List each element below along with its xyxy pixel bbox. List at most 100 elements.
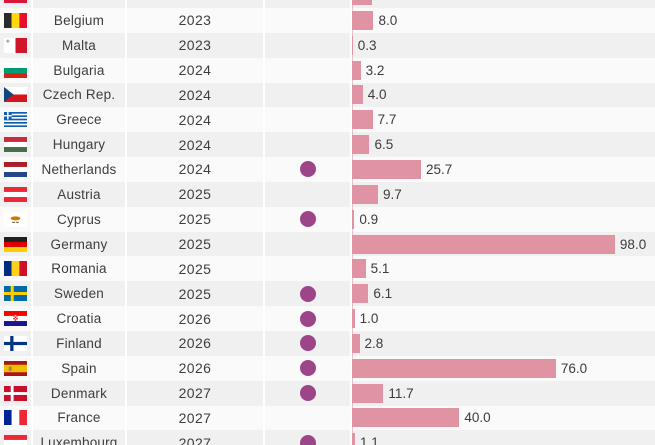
year-label: 2023 bbox=[127, 8, 263, 33]
value-bar bbox=[352, 284, 369, 304]
country-label: Czech Rep. bbox=[33, 82, 125, 108]
value-bar bbox=[352, 110, 373, 130]
milestone-dot-icon bbox=[299, 310, 316, 327]
country-label: Netherlands bbox=[33, 157, 125, 182]
bar-cell: 11.7 bbox=[352, 380, 655, 406]
value-bar bbox=[352, 309, 355, 329]
table-row: Croatia 2026 1.0 bbox=[0, 306, 655, 331]
value-label: 0.9 bbox=[359, 211, 379, 227]
value-label: 3.2 bbox=[365, 62, 385, 78]
value-bar bbox=[352, 135, 370, 155]
table-row: Greece 2024 7.7 bbox=[0, 107, 655, 133]
flag-cell bbox=[0, 206, 31, 232]
value-label: 7.7 bbox=[377, 112, 397, 128]
country-label: Romania bbox=[33, 256, 125, 282]
country-label: Malta bbox=[33, 32, 125, 58]
year-label: 2025 bbox=[127, 206, 263, 232]
milestone-dot-cell bbox=[265, 0, 350, 8]
year-label: 2023 bbox=[127, 32, 263, 58]
milestone-dot-icon bbox=[299, 385, 316, 402]
flag-cell bbox=[0, 355, 31, 381]
milestone-dot-cell bbox=[265, 256, 350, 282]
value-label: 1.0 bbox=[359, 311, 379, 327]
table-row: Bulgaria 2024 3.2 bbox=[0, 57, 655, 83]
year-label: 2025 bbox=[127, 256, 263, 282]
milestone-dot-icon bbox=[299, 360, 316, 377]
flag-sweden-icon bbox=[4, 286, 27, 302]
milestone-dot-cell bbox=[265, 206, 350, 232]
value-label: 5.1 bbox=[370, 261, 390, 277]
year-label: 2024 bbox=[127, 107, 263, 133]
flag-netherlands-icon bbox=[4, 161, 27, 177]
value-label: 8.0 bbox=[378, 12, 398, 28]
bar-cell: 2.8 bbox=[352, 330, 655, 356]
bar-cell: 8.0 bbox=[352, 8, 655, 33]
flag-cell bbox=[0, 82, 31, 108]
bar-cell: 3.2 bbox=[352, 57, 655, 83]
bar-cell: 1.1 bbox=[352, 430, 655, 445]
year-label: 2024 bbox=[127, 132, 263, 158]
bar-cell: 0.9 bbox=[352, 206, 655, 232]
milestone-dot-icon bbox=[299, 211, 316, 228]
flag-france-icon bbox=[4, 410, 27, 426]
value-label: 76.0 bbox=[560, 360, 588, 376]
flag-malta-icon bbox=[4, 37, 27, 53]
milestone-dot-cell bbox=[265, 32, 350, 58]
flag-cell bbox=[0, 256, 31, 282]
year-label: 2025 bbox=[127, 231, 263, 257]
value-label: 2.8 bbox=[364, 335, 384, 351]
value-bar bbox=[352, 85, 363, 105]
bar-cell: 6.1 bbox=[352, 281, 655, 307]
country-label: Germany bbox=[33, 231, 125, 257]
flag-cell bbox=[0, 430, 31, 445]
bar-cell: 98.0 bbox=[352, 231, 655, 257]
table-row: Finland 2026 2.8 bbox=[0, 330, 655, 356]
value-bar bbox=[352, 159, 421, 179]
flag-cell bbox=[0, 281, 31, 307]
flag-cell bbox=[0, 132, 31, 158]
milestone-dot-cell bbox=[265, 231, 350, 257]
year-label: 2024 bbox=[127, 157, 263, 182]
value-label: 4.0 bbox=[367, 87, 387, 103]
flag-croatia-icon bbox=[4, 311, 27, 327]
country-label: France bbox=[33, 405, 125, 431]
value-bar bbox=[352, 10, 374, 30]
milestone-dot-cell bbox=[265, 330, 350, 356]
flag-cell bbox=[0, 306, 31, 331]
table-row: Denmark 2027 11.7 bbox=[0, 380, 655, 406]
milestone-dot-icon bbox=[299, 335, 316, 352]
flag-cell bbox=[0, 405, 31, 431]
value-label: 1.1 bbox=[359, 435, 379, 445]
year-label bbox=[127, 0, 263, 8]
value-label: 25.7 bbox=[425, 161, 453, 177]
milestone-dot-cell bbox=[265, 8, 350, 33]
year-label: 2026 bbox=[127, 330, 263, 356]
table-row: Germany 2025 98.0 bbox=[0, 231, 655, 257]
table-row: Czech Rep. 2024 4.0 bbox=[0, 82, 655, 108]
value-bar bbox=[352, 0, 373, 6]
flag-czech-icon bbox=[4, 87, 27, 103]
value-bar bbox=[352, 209, 355, 229]
year-label: 2027 bbox=[127, 380, 263, 406]
value-bar bbox=[352, 408, 460, 428]
country-label: Sweden bbox=[33, 281, 125, 307]
country-label: Austria bbox=[33, 181, 125, 207]
flag-denmark-icon bbox=[4, 385, 27, 401]
table-row: Luxembourg 2027 1.1 bbox=[0, 430, 655, 445]
flag-austria-icon bbox=[4, 186, 27, 202]
value-bar bbox=[352, 60, 361, 80]
value-label: 11.7 bbox=[388, 385, 414, 401]
year-label: 2027 bbox=[127, 430, 263, 445]
flag-cell bbox=[0, 57, 31, 83]
bar-cell: 1.0 bbox=[352, 306, 655, 331]
value-bar bbox=[352, 433, 355, 445]
flag-luxembourg-icon bbox=[4, 435, 27, 445]
milestone-dot-cell bbox=[265, 430, 350, 445]
bar-cell: 4.0 bbox=[352, 82, 655, 108]
country-label: Luxembourg bbox=[33, 430, 125, 445]
year-label: 2026 bbox=[127, 355, 263, 381]
table-row: Belgium 2023 8.0 bbox=[0, 8, 655, 33]
flag-bulgaria-icon bbox=[4, 62, 27, 78]
value-label: 9.7 bbox=[383, 186, 402, 202]
